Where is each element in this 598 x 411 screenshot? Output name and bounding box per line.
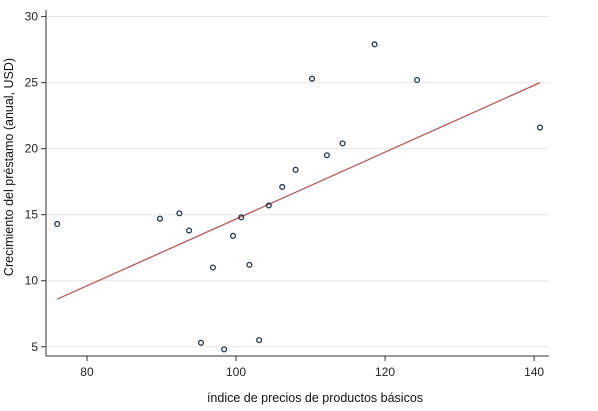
data-point — [156, 215, 164, 222]
y-tick-label: 15 — [25, 208, 39, 222]
fit-line — [56, 82, 541, 300]
data-point — [371, 41, 378, 48]
data-point — [221, 346, 228, 353]
data-point — [414, 76, 421, 84]
data-point — [197, 339, 205, 346]
y-tick-label: 25 — [25, 76, 39, 90]
data-point — [308, 75, 316, 82]
data-point — [537, 124, 544, 131]
y-axis-title: Crecimiento del préstamo (anual, USD) — [2, 58, 16, 276]
y-tick-label: 5 — [31, 340, 38, 354]
x-tick-label: 100 — [226, 365, 246, 379]
data-point — [256, 337, 263, 344]
x-tick-label: 120 — [375, 365, 395, 379]
data-point — [238, 214, 245, 221]
y-tick-label: 30 — [25, 10, 39, 24]
y-tick-label: 10 — [25, 274, 39, 288]
data-point — [323, 152, 330, 159]
x-tick-label: 140 — [524, 365, 544, 379]
data-point — [176, 210, 183, 217]
data-point — [246, 261, 253, 268]
axes — [41, 10, 549, 361]
data-point — [229, 232, 237, 239]
data-point — [339, 140, 346, 147]
data-point — [292, 166, 299, 173]
points-layer — [54, 41, 544, 353]
data-point — [209, 264, 216, 271]
gridlines — [46, 16, 549, 348]
fit-line-layer — [56, 82, 541, 300]
data-point — [54, 220, 61, 227]
data-point — [186, 227, 193, 234]
x-tick-label: 80 — [80, 365, 94, 379]
tick-labels: 5 10 15 20 25 30 80 100 120 140 — [25, 10, 545, 379]
x-axis-title: índice de precios de productos básicos — [207, 391, 423, 405]
y-tick-label: 20 — [25, 142, 39, 156]
data-point — [279, 183, 286, 191]
data-point — [265, 202, 272, 209]
